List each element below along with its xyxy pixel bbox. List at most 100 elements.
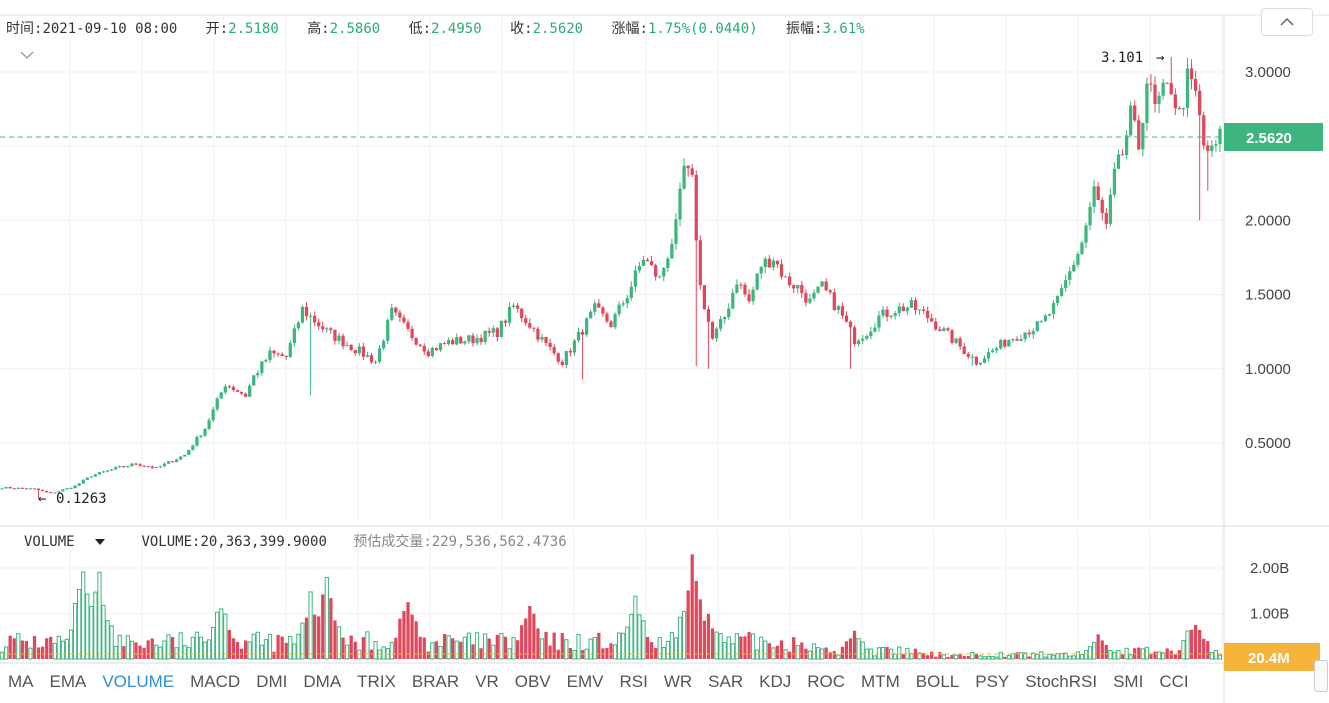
tab-macd[interactable]: MACD [190, 672, 241, 691]
tab-dmi[interactable]: DMI [256, 672, 288, 691]
volume-tick-label: 2.00B [1250, 560, 1289, 577]
volume-bar [170, 637, 175, 659]
volume-bar [811, 643, 817, 660]
candle-body [909, 300, 914, 308]
volume-bar [576, 634, 581, 660]
candle-body [1088, 206, 1092, 226]
candle-body [796, 284, 800, 289]
tab-emv[interactable]: EMV [566, 672, 604, 691]
candle-body [739, 284, 743, 286]
min-price-annotation: 0.1263 [56, 491, 107, 507]
candle-body [353, 350, 357, 354]
candle-body [426, 351, 430, 356]
volume-bar [970, 651, 975, 660]
candle-body [877, 315, 881, 328]
candle-body [938, 329, 942, 332]
volume-bar [101, 604, 106, 660]
tab-ma[interactable]: MA [8, 672, 34, 691]
volume-bar [223, 613, 228, 660]
tab-obv[interactable]: OBV [514, 672, 551, 691]
candle-body [824, 281, 828, 291]
candle-body [357, 346, 361, 354]
candle-body [503, 320, 508, 323]
candle-body [536, 328, 540, 340]
volume-bar [1079, 654, 1085, 660]
volume-bar [154, 644, 159, 660]
tab-trix[interactable]: TRIX [357, 672, 396, 691]
tab-cci[interactable]: CCI [1159, 672, 1189, 691]
volume-bar [186, 646, 191, 660]
current-price-text: 2.5620 [1246, 130, 1292, 147]
volume-bar [690, 554, 694, 659]
volume-bar [572, 649, 577, 660]
tab-kdj[interactable]: KDJ [759, 672, 792, 691]
candle-body [28, 488, 33, 490]
volume-bar [556, 649, 560, 659]
volume-indicator-select[interactable]: VOLUME [24, 534, 106, 550]
volume-bar [8, 635, 12, 659]
candle-body [142, 465, 146, 467]
candle-body [45, 490, 49, 493]
volume-bar [950, 655, 954, 659]
tab-rsi[interactable]: RSI [619, 672, 648, 691]
chevron-up-icon [1280, 17, 1294, 26]
collapse-panel-button[interactable] [1261, 8, 1313, 36]
high-value: 2.5860 [329, 21, 381, 37]
tab-roc[interactable]: ROC [807, 672, 846, 691]
candle-body [1055, 296, 1060, 304]
volume-bar [1189, 629, 1194, 659]
scroll-handle[interactable] [1314, 660, 1328, 692]
candle-body [158, 466, 162, 468]
low-value: 2.4950 [431, 21, 482, 37]
candle-body [248, 385, 252, 397]
candle-body [597, 303, 601, 308]
candle-body [812, 292, 816, 299]
volume-bar [641, 620, 646, 660]
price-tick-label: 1.5000 [1245, 287, 1291, 304]
estimate-volume-label: 预估成交量: [353, 534, 432, 550]
volume-bar [284, 642, 288, 659]
candle-body [1007, 340, 1011, 347]
tab-brar[interactable]: BRAR [411, 672, 460, 691]
tab-mtm[interactable]: MTM [861, 672, 900, 691]
candle-body [995, 348, 999, 351]
volume-bar [1043, 656, 1048, 660]
candle-body [1064, 279, 1068, 289]
tab-stochrsi[interactable]: StochRSI [1025, 672, 1098, 691]
volume-bar [1198, 629, 1202, 659]
candle-body [589, 311, 593, 319]
candle-body [1169, 83, 1173, 95]
candle-body [20, 487, 24, 489]
candle-body [1092, 186, 1096, 207]
candle-body [763, 258, 767, 268]
volume-bar [673, 637, 679, 660]
candle-body [1023, 332, 1027, 339]
volume-value: VOLUME:20,363,399.9000 [141, 534, 327, 550]
tab-ema[interactable]: EMA [49, 672, 87, 691]
volume-bar [1071, 655, 1076, 660]
candle-body [272, 350, 276, 354]
volume-bar [389, 641, 394, 660]
tab-boll[interactable]: BOLL [915, 672, 960, 691]
tab-sar[interactable]: SAR [708, 672, 744, 691]
tab-volume[interactable]: VOLUME [102, 672, 175, 691]
volume-bar [698, 599, 702, 659]
candle-body [986, 352, 991, 359]
volume-bar [544, 631, 548, 659]
tab-vr[interactable]: VR [475, 672, 499, 691]
tab-psy[interactable]: PSY [975, 672, 1010, 691]
low-label: 低: [408, 21, 432, 37]
candle-body [1072, 264, 1076, 272]
tab-wr[interactable]: WR [663, 672, 693, 691]
chevron-down-icon[interactable] [20, 48, 34, 62]
candle-body [694, 174, 698, 241]
volume-bar [434, 641, 439, 659]
volume-bar [365, 631, 370, 660]
tab-dma[interactable]: DMA [303, 672, 342, 691]
candle-body [430, 348, 434, 356]
tab-smi[interactable]: SMI [1113, 672, 1144, 691]
candle-body [61, 489, 65, 492]
volume-bar [584, 648, 589, 660]
